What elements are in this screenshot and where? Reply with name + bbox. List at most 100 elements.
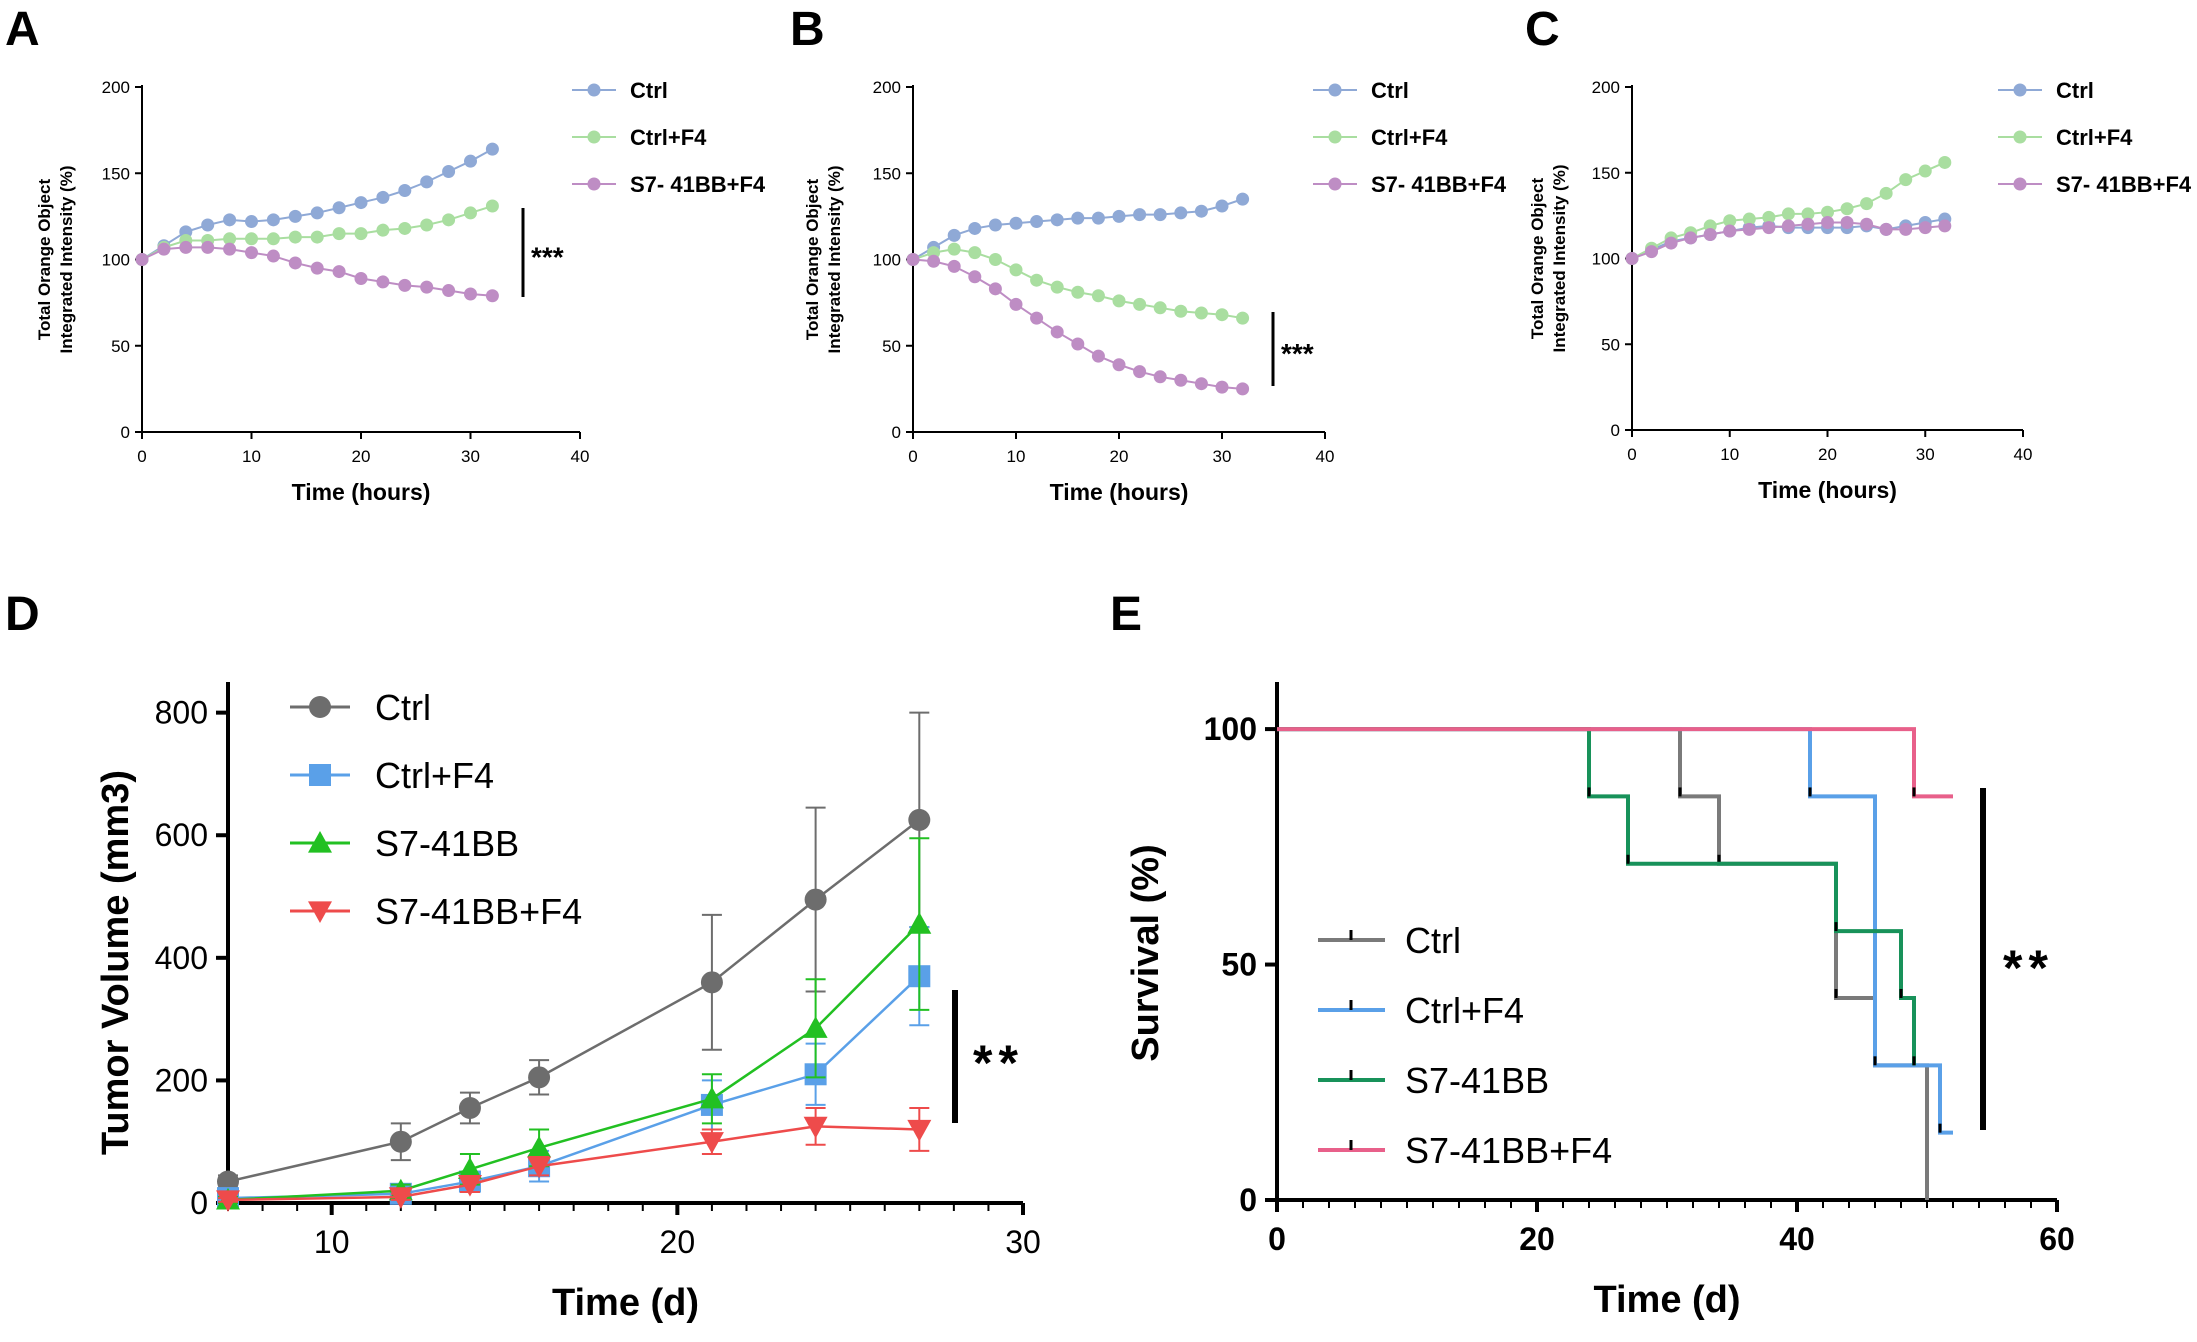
data-point xyxy=(332,265,346,279)
legend-label: S7- 41BB+F4 xyxy=(1371,172,1507,197)
data-point xyxy=(1840,215,1854,229)
x-tick-label: 40 xyxy=(2014,445,2033,464)
data-point xyxy=(1112,209,1126,223)
data-point xyxy=(906,253,920,266)
legend-marker xyxy=(2013,130,2027,144)
data-point xyxy=(1091,289,1105,303)
data-point xyxy=(201,218,215,232)
y-tick-label: 100 xyxy=(102,251,130,270)
data-point xyxy=(1153,208,1167,222)
x-axis-title: Time (hours) xyxy=(1758,477,1897,503)
x-tick-label: 20 xyxy=(1110,447,1129,466)
x-tick-label: 0 xyxy=(137,447,146,466)
data-point xyxy=(1801,207,1815,221)
y-tick-label: 50 xyxy=(1221,947,1257,983)
legend-label: Ctrl xyxy=(1371,78,1409,103)
data-point xyxy=(1742,212,1756,226)
legend-label: Ctrl+F4 xyxy=(630,125,707,150)
data-point xyxy=(216,1190,240,1212)
data-point xyxy=(464,206,477,220)
data-point xyxy=(1050,325,1064,339)
y-tick-label: 200 xyxy=(1592,78,1620,97)
data-point xyxy=(947,242,961,256)
legend-label: S7-41BB+F4 xyxy=(1405,1130,1612,1171)
x-tick-label: 10 xyxy=(1007,447,1026,466)
data-point xyxy=(201,240,215,254)
data-point xyxy=(288,256,302,270)
y-tick-label: 0 xyxy=(892,423,901,442)
x-tick-label: 30 xyxy=(1213,447,1232,466)
series-s7-41bb-f4 xyxy=(135,240,499,303)
y-tick-label: 150 xyxy=(1592,164,1620,183)
data-point xyxy=(398,184,412,197)
data-point xyxy=(376,275,390,289)
data-point xyxy=(245,232,258,246)
y-axis-title: Total Orange Object Integrated Intensity … xyxy=(1528,165,1569,353)
data-point xyxy=(968,221,982,235)
data-point xyxy=(1742,222,1756,236)
data-point xyxy=(1215,308,1229,322)
y-tick-label: 800 xyxy=(155,695,208,731)
data-point xyxy=(1215,380,1229,394)
data-point xyxy=(1684,231,1698,245)
significance-label: *** xyxy=(531,242,564,273)
data-point xyxy=(485,289,499,303)
series-s7-41bb xyxy=(1277,727,1916,1066)
y-axis-title: Total Orange Object Integrated Intensity … xyxy=(35,166,76,354)
x-tick-label: 30 xyxy=(1005,1224,1041,1260)
x-tick-label: 20 xyxy=(660,1224,696,1260)
data-point xyxy=(1236,192,1250,206)
data-point xyxy=(1860,217,1874,231)
data-point xyxy=(968,270,982,284)
data-point xyxy=(389,1130,412,1153)
y-axis-title-line: Integrated Intensity (%) xyxy=(57,166,76,354)
data-point xyxy=(1781,219,1795,233)
data-point xyxy=(1050,213,1064,227)
legend-label: S7- 41BB+F4 xyxy=(630,172,766,197)
data-point xyxy=(988,253,1002,266)
data-point xyxy=(803,1016,828,1038)
data-point xyxy=(223,242,237,256)
data-point xyxy=(1781,207,1795,221)
data-point xyxy=(442,213,456,227)
data-point xyxy=(376,190,390,204)
data-point xyxy=(288,230,302,244)
data-point xyxy=(310,206,324,220)
data-point xyxy=(266,213,280,227)
y-tick-label: 50 xyxy=(1601,335,1620,354)
x-axis-title: Time (d) xyxy=(552,1282,699,1324)
data-point xyxy=(420,218,434,232)
data-point xyxy=(288,209,302,223)
data-point xyxy=(947,228,961,242)
y-tick-label: 400 xyxy=(155,940,208,976)
data-point xyxy=(803,1116,828,1139)
data-point xyxy=(388,1187,413,1209)
data-point xyxy=(700,971,723,994)
data-point xyxy=(332,201,346,215)
data-point xyxy=(1071,285,1085,299)
y-axis-title-line: Integrated Intensity (%) xyxy=(1550,165,1569,353)
data-point xyxy=(1645,245,1659,259)
data-point xyxy=(1918,221,1932,235)
x-axis-title: Time (hours) xyxy=(292,479,431,505)
legend-marker xyxy=(308,831,332,853)
data-point xyxy=(1236,311,1250,325)
data-point xyxy=(699,1132,724,1154)
chart-a: 0 50 100 150 200 0 10 20 30 40 Time (hours) Total O… xyxy=(35,78,766,505)
data-point xyxy=(354,196,368,210)
data-point xyxy=(1821,215,1834,229)
chart-c: 0 50 100 150 200 0 10 20 30 40 Time (hours) Total O… xyxy=(1528,78,2192,503)
data-point xyxy=(527,1156,552,1179)
data-point xyxy=(1009,263,1023,277)
data-point xyxy=(1899,173,1913,187)
data-point xyxy=(1153,301,1167,315)
data-point xyxy=(1703,227,1717,241)
data-point xyxy=(968,246,982,260)
x-tick-label: 0 xyxy=(908,447,917,466)
survival-curve xyxy=(1277,727,1953,799)
y-tick-label: 0 xyxy=(1239,1182,1257,1218)
data-point xyxy=(485,199,499,213)
y-tick-label: 50 xyxy=(111,337,130,356)
data-point xyxy=(1938,219,1952,233)
